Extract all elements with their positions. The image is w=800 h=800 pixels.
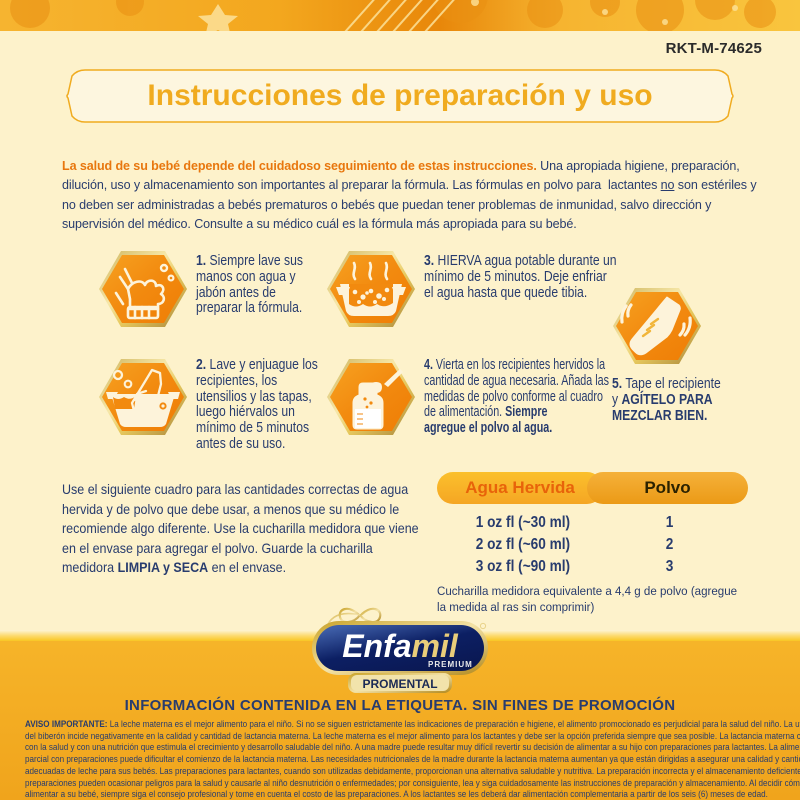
svg-text:Enfamil: Enfamil: [342, 628, 459, 664]
svg-text:PROMENTAL: PROMENTAL: [362, 677, 437, 691]
svg-text:PREMIUM: PREMIUM: [428, 660, 473, 669]
